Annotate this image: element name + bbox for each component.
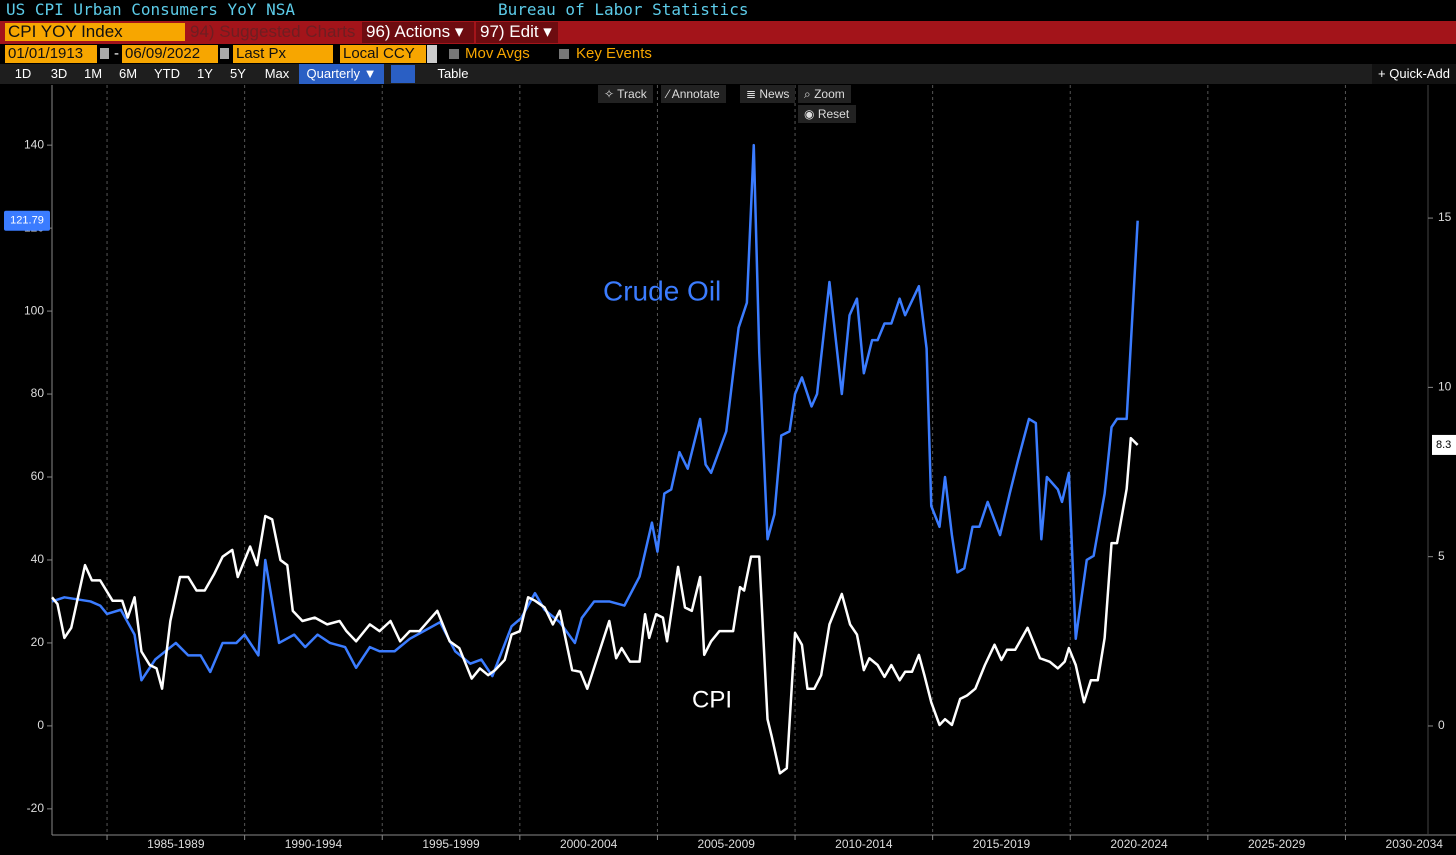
y-tick-label: 40 [31,552,45,566]
y-tick-label: 0 [37,718,44,732]
tool-label: Zoom [814,87,845,101]
frequency-selector[interactable]: Quarterly ▼ [299,64,384,84]
range-button[interactable]: 1M [83,66,103,81]
option-label[interactable]: Mov Avgs [465,45,530,62]
tool-button[interactable]: ≣ News [740,85,796,103]
tool-label: Annotate [671,87,720,101]
title-bar: US CPI Urban Consumers YoY NSA Bureau of… [0,0,1456,21]
quick-add-button[interactable]: + Quick-Add [1372,64,1456,84]
dropdown-arrow[interactable] [427,45,437,63]
last-value-label: 121.79 [10,215,44,227]
option-label[interactable]: Key Events [576,45,652,62]
y2-tick-label: 5 [1438,549,1445,563]
range-button[interactable]: 6M [118,66,138,81]
ticker-field[interactable]: CPI YOY Index [5,23,185,41]
x-tick-label: 2015-2019 [973,837,1031,851]
x-tick-label: 2010-2014 [835,837,893,851]
menu-button[interactable]: 96) Actions ▾ [362,22,474,43]
range-button[interactable]: 1Y [197,66,213,81]
date-separator: - [114,45,119,62]
tool-button[interactable]: ⁄ Annotate [661,85,726,103]
end-date[interactable]: 06/09/2022 [122,45,218,63]
x-tick-label: 2025-2029 [1248,837,1306,851]
y-tick-label: 20 [31,635,45,649]
checkbox[interactable] [449,49,459,59]
tool-label: Reset [817,107,850,121]
last-value-tag [4,210,50,231]
start-date[interactable]: 01/01/1913 [5,45,97,63]
last-value-label: 8.3 [1436,439,1451,451]
table-button[interactable]: Table [437,66,469,81]
y-tick-label: 140 [24,137,44,151]
menu-button[interactable]: 94) Suggested Charts [190,22,356,41]
range-button[interactable]: Max [264,66,290,81]
source: Bureau of Labor Statistics [498,0,749,19]
y2-tick-label: 15 [1438,210,1452,224]
currency-selector[interactable]: Local CCY [340,45,426,63]
y2-tick-label: 0 [1438,718,1445,732]
field-selector[interactable]: Last Px [233,45,333,63]
tool-button[interactable]: ⌕ Zoom [798,85,851,103]
series-line [51,436,1139,775]
toolbar: CPI YOY Index 94) Suggested Charts 96) A… [0,21,1456,44]
tool-button[interactable]: ✧ Track [598,85,653,103]
tool-label: Track [617,87,647,101]
menu-button[interactable]: 97) Edit ▾ [476,22,558,43]
checkbox[interactable] [559,49,569,59]
y2-tick-label: 10 [1438,380,1452,394]
settings-bar: 01/01/1913 - 06/09/2022 Last Px Local CC… [0,44,1456,64]
calendar-icon[interactable] [220,48,229,59]
y-tick-label: -20 [27,801,45,815]
range-button[interactable]: 3D [50,66,68,81]
y-tick-label: 100 [24,303,44,317]
last-value-tag [1432,434,1456,455]
y-tick-label: 80 [31,386,45,400]
range-bar: 1D 3D 1M 6M YTD 1Y 5Y Max Quarterly ▼ Ta… [0,64,1456,84]
x-tick-label: 2020-2024 [1110,837,1168,851]
range-button[interactable]: 5Y [230,66,246,81]
range-button[interactable]: 1D [14,66,32,81]
tool-label: News [759,87,790,101]
range-button[interactable]: YTD [154,66,180,81]
x-tick-label: 2030-2034 [1386,837,1444,851]
x-tick-label: 2000-2004 [560,837,618,851]
security-title: US CPI Urban Consumers YoY NSA [6,0,295,19]
series-annotation: Crude Oil [603,275,721,306]
calendar-icon[interactable] [100,48,109,59]
x-tick-label: 1985-1989 [147,837,205,851]
x-tick-label: 1990-1994 [285,837,343,851]
series-line [51,143,1139,682]
reset-button[interactable]: ◉ Reset [798,105,856,123]
series-annotation: CPI [692,686,732,713]
x-tick-label: 2005-2009 [698,837,756,851]
x-tick-label: 1995-1999 [422,837,480,851]
y-tick-label: 60 [31,469,45,483]
chart-type-button[interactable] [391,65,415,83]
